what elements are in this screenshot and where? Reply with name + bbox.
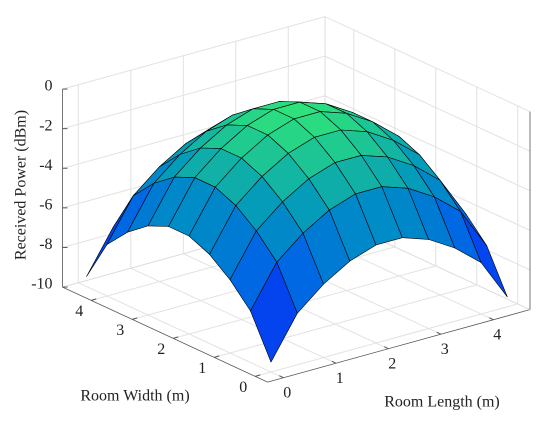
y-tick-label: 3 (116, 322, 124, 339)
z-axis-title: Received Power (dBm) (13, 110, 30, 260)
x-tick-label: 1 (336, 370, 344, 387)
z-tick-label: -8 (39, 236, 52, 253)
z-tick-label: -2 (39, 117, 52, 134)
y-tick (132, 317, 138, 320)
box-edge (62, 89, 531, 383)
z-tick-label: -10 (31, 276, 52, 293)
x-tick (384, 346, 389, 350)
x-axis-title: Room Length (m) (384, 394, 500, 411)
x-tick (436, 331, 442, 335)
y-tick-label: 4 (75, 303, 83, 320)
x-tick (331, 360, 337, 364)
y-tick-label: 2 (157, 341, 165, 358)
x-tick-label: 2 (388, 355, 396, 372)
x-tick-label: 4 (493, 326, 501, 343)
y-axis-title: Room Width (m) (80, 388, 189, 405)
y-tick-label: 0 (239, 379, 247, 396)
z-tick-label: 0 (45, 78, 53, 95)
tick-labels: -10 -8 -6 -4 -2 0 0 1 2 3 4 0 1 2 3 4 (31, 78, 501, 402)
y-tick (173, 336, 179, 339)
x-tick (279, 375, 284, 379)
z-tick-label: -6 (39, 197, 52, 214)
y-tick (214, 355, 220, 358)
y-tick-label: 1 (198, 360, 206, 377)
y-tick (255, 374, 261, 377)
surface (86, 101, 508, 363)
surface-patch (250, 261, 298, 363)
x-tick-label: 0 (283, 384, 291, 401)
x-tick-label: 3 (441, 341, 449, 358)
surface-patch (86, 195, 134, 277)
x-tick (489, 317, 494, 321)
y-tick (91, 298, 97, 301)
z-tick-label: -4 (39, 157, 52, 174)
